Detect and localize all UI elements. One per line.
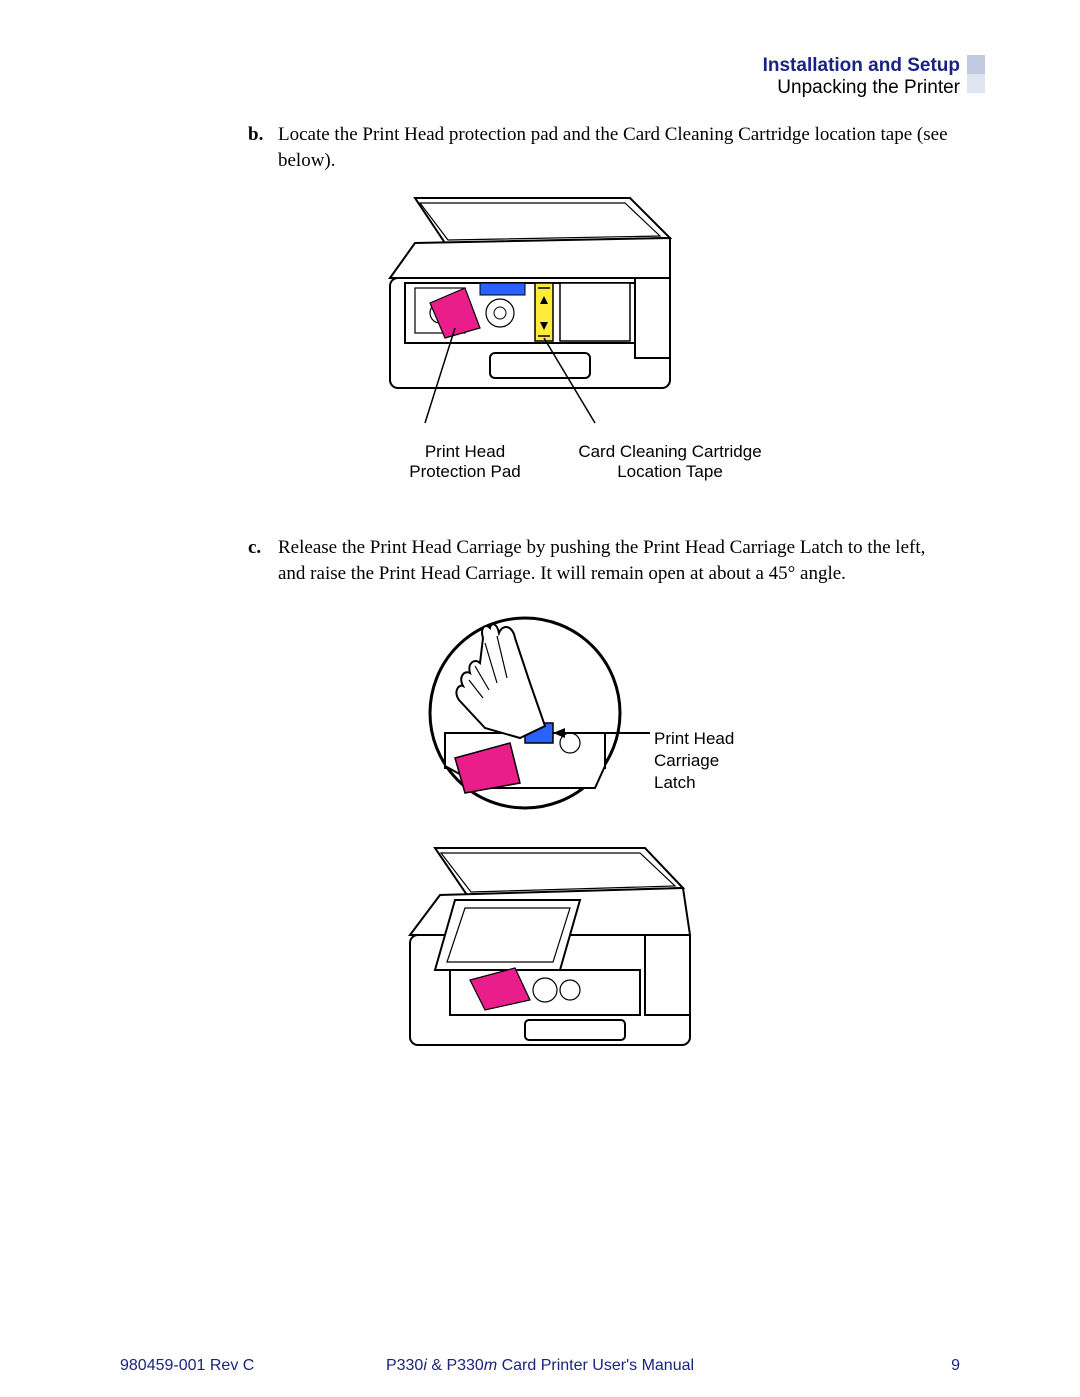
figure-carriage-raised [395, 840, 705, 1080]
label-print-head-pad: Print Head Protection Pad [385, 442, 545, 482]
page-header: Installation and Setup Unpacking the Pri… [763, 55, 960, 99]
step-b-letter: b. [248, 122, 263, 148]
step-b-text: Locate the Print Head protection pad and… [278, 122, 948, 173]
printer-open-illustration [370, 188, 690, 448]
step-c-letter: c. [248, 535, 261, 561]
label-cleaning-line1: Card Cleaning Cartridge [570, 442, 770, 462]
footer-title: P330i & P330m Card Printer User's Manual [0, 1357, 1080, 1375]
carriage-raised-illustration [395, 840, 705, 1080]
label-carriage-line2: Carriage [654, 750, 734, 772]
footer-pagenum: 9 [951, 1357, 960, 1375]
section-title: Unpacking the Printer [763, 77, 960, 99]
label-carriage-latch: Print Head Carriage Latch [654, 728, 734, 794]
label-cleaning-cartridge: Card Cleaning Cartridge Location Tape [570, 442, 770, 482]
label-carriage-line3: Latch [654, 772, 734, 794]
footer-title-i2: m [484, 1357, 497, 1374]
chapter-title: Installation and Setup [763, 55, 960, 77]
figure-latch-closeup [425, 608, 675, 818]
footer-title-p3: Card Printer User's Manual [497, 1357, 694, 1374]
label-print-head-line1: Print Head [385, 442, 545, 462]
footer-title-p1: P330 [386, 1357, 423, 1374]
label-cleaning-line2: Location Tape [570, 462, 770, 482]
header-color-tab [967, 55, 985, 93]
step-c-text: Release the Print Head Carriage by pushi… [278, 535, 948, 586]
latch-closeup-illustration [425, 608, 675, 818]
step-b: b. Locate the Print Head protection pad … [248, 122, 948, 173]
label-carriage-line1: Print Head [654, 728, 734, 750]
figure-printer-open [370, 188, 690, 448]
label-print-head-line2: Protection Pad [385, 462, 545, 482]
step-c: c. Release the Print Head Carriage by pu… [248, 535, 948, 586]
footer-title-p2: & P330 [427, 1357, 484, 1374]
